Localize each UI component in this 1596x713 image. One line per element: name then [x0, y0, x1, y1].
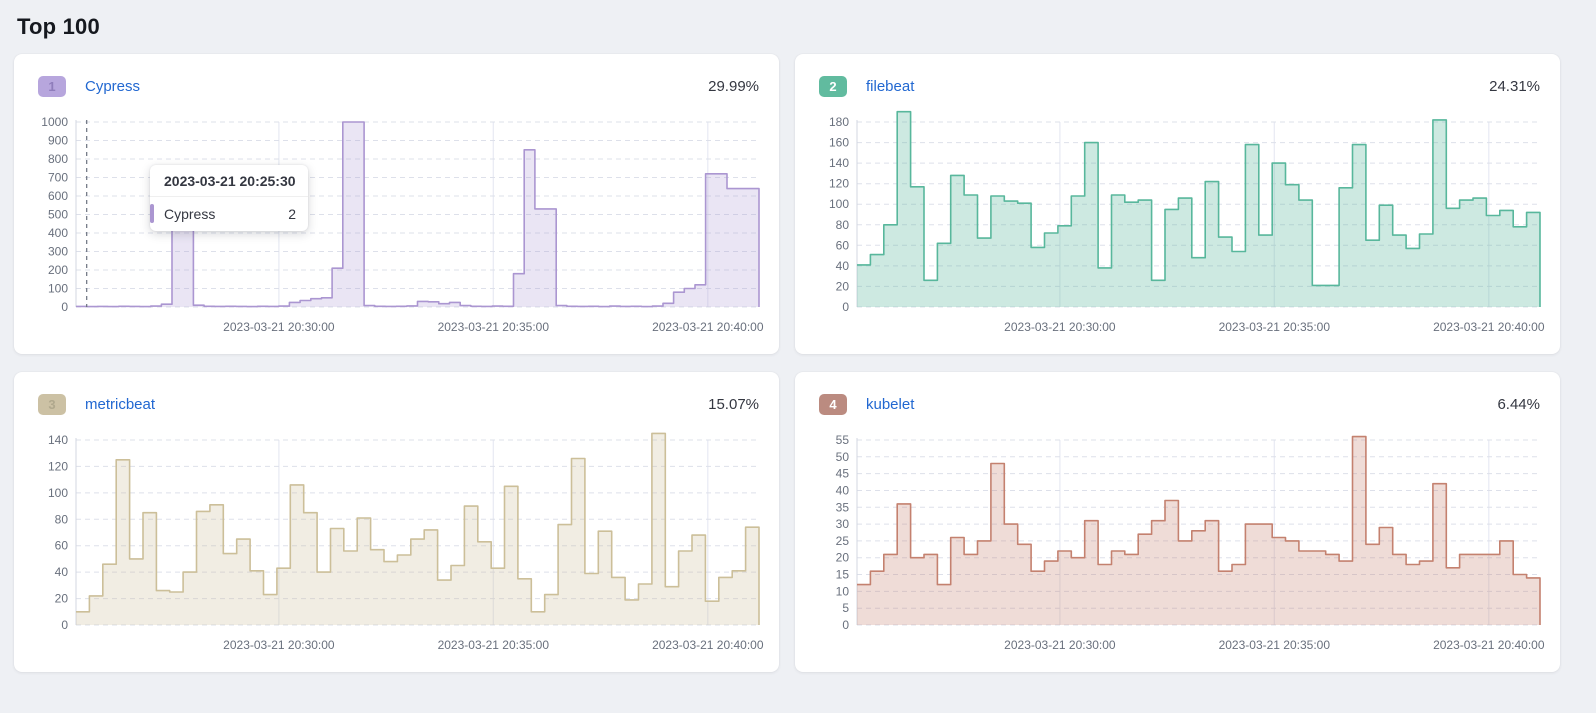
svg-text:2023-03-21 20:40:00: 2023-03-21 20:40:00 [1433, 638, 1545, 652]
tooltip-timestamp: 2023-03-21 20:25:30 [150, 165, 308, 197]
card-header: 4 kubelet 6.44% [795, 372, 1560, 415]
tooltip-series-label: Cypress [164, 205, 216, 222]
svg-text:40: 40 [55, 565, 69, 579]
svg-text:60: 60 [55, 539, 69, 553]
percent-value: 29.99% [708, 78, 759, 95]
svg-text:30: 30 [836, 517, 850, 531]
rank-badge: 3 [38, 394, 66, 415]
series-link-kubelet[interactable]: kubelet [866, 396, 915, 413]
rank-badge: 2 [819, 76, 847, 97]
svg-text:1000: 1000 [41, 115, 68, 129]
svg-text:160: 160 [829, 136, 849, 150]
svg-text:80: 80 [836, 218, 850, 232]
svg-text:600: 600 [48, 189, 68, 203]
svg-text:500: 500 [48, 208, 68, 222]
svg-text:2023-03-21 20:30:00: 2023-03-21 20:30:00 [1004, 320, 1116, 334]
chart-card-cypress: 1 Cypress 29.99% 0 100 200 300 400 500 600 700 8… [14, 54, 779, 354]
svg-text:300: 300 [48, 245, 68, 259]
svg-text:100: 100 [48, 282, 68, 296]
chart-card-metricbeat: 3 metricbeat 15.07% 0 20 40 60 80 100 120 140 20… [14, 372, 779, 672]
svg-text:0: 0 [842, 618, 849, 632]
svg-text:2023-03-21 20:40:00: 2023-03-21 20:40:00 [652, 638, 764, 652]
chart-area: 0 5 10 15 20 25 30 35 40 45 50 55 2023-03-21 20:30:0… [815, 429, 1545, 657]
svg-text:2023-03-21 20:35:00: 2023-03-21 20:35:00 [438, 638, 550, 652]
series-link-filebeat[interactable]: filebeat [866, 78, 915, 95]
svg-text:900: 900 [48, 134, 68, 148]
percent-value: 15.07% [708, 396, 759, 413]
svg-text:700: 700 [48, 171, 68, 185]
svg-text:20: 20 [836, 279, 850, 293]
svg-text:2023-03-21 20:30:00: 2023-03-21 20:30:00 [1004, 638, 1116, 652]
rank-badge: 4 [819, 394, 847, 415]
svg-text:15: 15 [836, 568, 850, 582]
series-link-cypress[interactable]: Cypress [85, 78, 141, 95]
svg-text:2023-03-21 20:35:00: 2023-03-21 20:35:00 [438, 320, 550, 334]
percent-value: 6.44% [1497, 396, 1540, 413]
page-title: Top 100 [17, 14, 100, 39]
svg-text:2023-03-21 20:40:00: 2023-03-21 20:40:00 [652, 320, 764, 334]
chart-card-kubelet: 4 kubelet 6.44% 0 5 10 15 20 25 30 35 40 45 50 55 20… [795, 372, 1560, 672]
svg-text:100: 100 [48, 486, 68, 500]
card-header: 1 Cypress 29.99% [14, 54, 779, 97]
svg-text:35: 35 [836, 500, 850, 514]
rank-badge: 1 [38, 76, 66, 97]
svg-text:60: 60 [836, 238, 850, 252]
svg-text:40: 40 [836, 259, 850, 273]
svg-text:50: 50 [836, 450, 850, 464]
chart-card-filebeat: 2 filebeat 24.31% 0 20 40 60 80 100 120 140 160 1… [795, 54, 1560, 354]
percent-value: 24.31% [1489, 78, 1540, 95]
svg-text:80: 80 [55, 512, 69, 526]
card-header: 3 metricbeat 15.07% [14, 372, 779, 415]
svg-text:0: 0 [61, 300, 68, 314]
svg-text:2023-03-21 20:35:00: 2023-03-21 20:35:00 [1219, 320, 1331, 334]
chart-canvas[interactable]: 0 20 40 60 80 100 120 140 2023-03-21 20:30:00 202… [34, 429, 764, 657]
svg-text:20: 20 [55, 592, 69, 606]
series-color-marker [150, 204, 154, 223]
chart-canvas[interactable]: 0 20 40 60 80 100 120 140 160 180 2023-03-21 20:30… [815, 110, 1545, 339]
svg-text:45: 45 [836, 467, 850, 481]
svg-text:25: 25 [836, 534, 850, 548]
svg-text:180: 180 [829, 115, 849, 129]
chart-canvas[interactable]: 0 100 200 300 400 500 600 700 800 900 1000 2023-03-… [34, 111, 764, 339]
svg-text:2023-03-21 20:40:00: 2023-03-21 20:40:00 [1433, 320, 1545, 334]
tooltip-value: 2 [288, 205, 296, 222]
svg-text:2023-03-21 20:30:00: 2023-03-21 20:30:00 [223, 320, 335, 334]
svg-text:800: 800 [48, 152, 68, 166]
svg-text:140: 140 [829, 156, 849, 170]
svg-text:2023-03-21 20:35:00: 2023-03-21 20:35:00 [1219, 638, 1331, 652]
svg-text:0: 0 [61, 618, 68, 632]
chart-area: 0 20 40 60 80 100 120 140 2023-03-21 20:30:00 202… [34, 429, 764, 657]
svg-text:200: 200 [48, 263, 68, 277]
svg-text:5: 5 [842, 601, 849, 615]
svg-text:10: 10 [836, 584, 850, 598]
svg-text:100: 100 [829, 197, 849, 211]
svg-text:400: 400 [48, 226, 68, 240]
chart-area: 0 20 40 60 80 100 120 140 160 180 2023-03-21 20:30… [815, 110, 1545, 339]
chart-tooltip: 2023-03-21 20:25:30 Cypress 2 [150, 165, 308, 231]
svg-text:2023-03-21 20:30:00: 2023-03-21 20:30:00 [223, 638, 335, 652]
card-header: 2 filebeat 24.31% [795, 54, 1560, 97]
svg-text:20: 20 [836, 551, 850, 565]
svg-text:120: 120 [48, 459, 68, 473]
svg-text:0: 0 [842, 300, 849, 314]
tooltip-row: Cypress 2 [150, 197, 308, 231]
svg-text:120: 120 [829, 177, 849, 191]
series-link-metricbeat[interactable]: metricbeat [85, 396, 156, 413]
chart-canvas[interactable]: 0 5 10 15 20 25 30 35 40 45 50 55 2023-03-21 20:30:0… [815, 429, 1545, 657]
svg-text:140: 140 [48, 433, 68, 447]
svg-text:55: 55 [836, 433, 850, 447]
dashboard-grid: 1 Cypress 29.99% 0 100 200 300 400 500 600 700 8… [0, 54, 1596, 672]
svg-text:40: 40 [836, 484, 850, 498]
chart-area: 0 100 200 300 400 500 600 700 800 900 1000 2023-03-… [34, 111, 764, 339]
